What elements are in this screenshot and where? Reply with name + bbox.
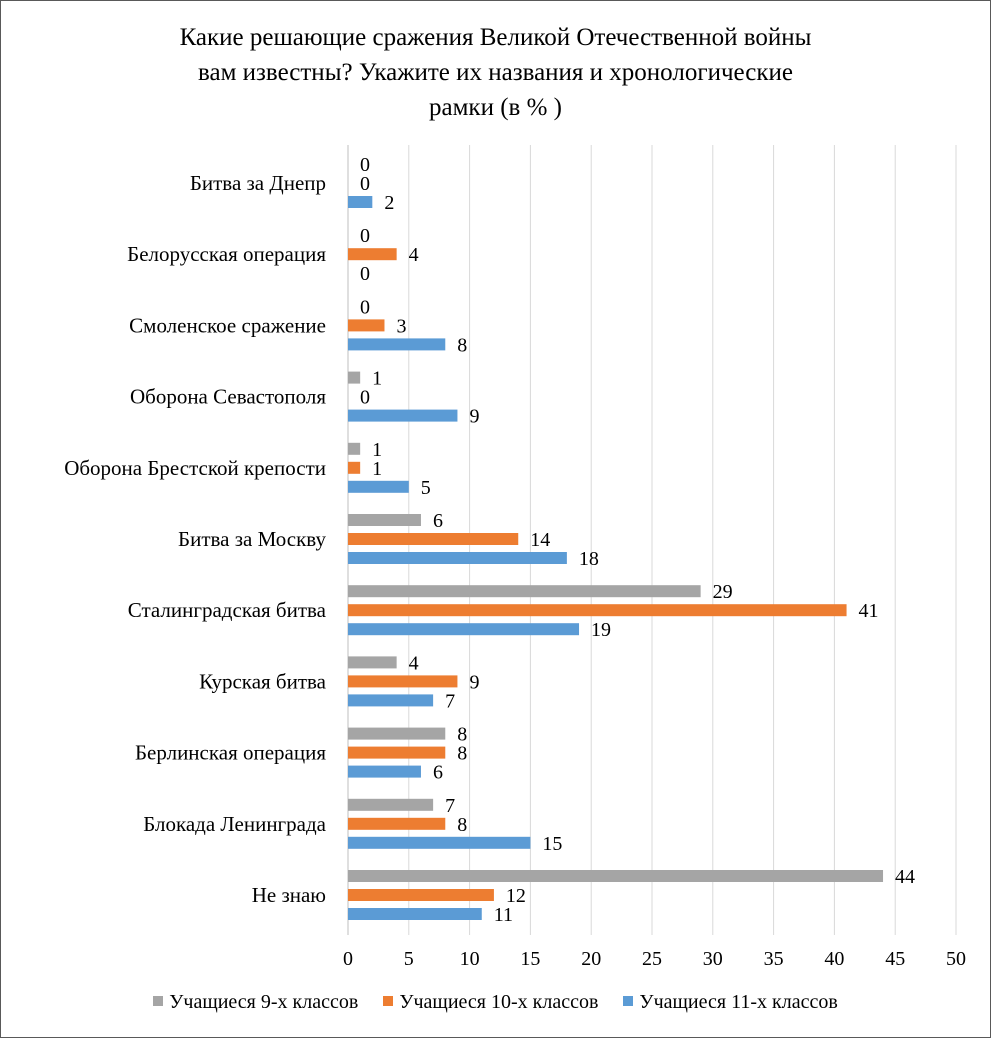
data-label-series1: 7 bbox=[445, 795, 455, 817]
data-label-series2: 9 bbox=[469, 671, 479, 693]
bar-series2 bbox=[348, 817, 446, 830]
bar-series2 bbox=[348, 533, 519, 545]
data-label-series3: 18 bbox=[579, 548, 599, 570]
x-tick-label-10: 10 bbox=[460, 948, 480, 970]
data-label-series2: 14 bbox=[530, 529, 550, 551]
category-label: Оборона Севастополя bbox=[130, 385, 326, 409]
bar-series2 bbox=[348, 461, 361, 474]
data-label-series1: 44 bbox=[895, 866, 915, 888]
data-label-series1: 0 bbox=[360, 225, 370, 247]
data-label-series2: 1 bbox=[372, 458, 382, 480]
bar-series3 bbox=[348, 765, 421, 778]
chart-legend: Учащиеся 9-х классов Учащиеся 10-х класс… bbox=[0, 990, 991, 1014]
bar-series2 bbox=[348, 746, 446, 759]
data-label-series3: 8 bbox=[457, 334, 467, 356]
bar-series1 bbox=[348, 727, 446, 740]
bar-series2 bbox=[348, 319, 385, 332]
data-label-series2: 12 bbox=[506, 885, 526, 907]
data-label-series1: 29 bbox=[713, 581, 733, 603]
x-tick-label-0: 0 bbox=[343, 948, 353, 970]
bar-series3 bbox=[348, 409, 458, 422]
legend-label-grade11: Учащиеся 11-х классов bbox=[639, 990, 838, 1013]
data-label-series2: 0 bbox=[360, 387, 370, 409]
data-label-series1: 8 bbox=[457, 724, 467, 746]
legend-label-grade10: Учащиеся 10-х классов bbox=[399, 990, 599, 1013]
bar-series1 bbox=[348, 442, 361, 455]
x-tick-label-5: 5 bbox=[404, 948, 414, 970]
bar-series3 bbox=[348, 480, 409, 493]
legend-swatch-grade10 bbox=[383, 996, 394, 1007]
data-label-series2: 3 bbox=[396, 315, 406, 337]
data-label-series3: 15 bbox=[542, 833, 562, 855]
data-label-series3: 5 bbox=[421, 477, 431, 499]
data-label-series3: 0 bbox=[360, 263, 370, 285]
x-tick-label-25: 25 bbox=[642, 948, 662, 970]
bar-series3 bbox=[348, 836, 531, 849]
legend-item-grade9: Учащиеся 9-х классов bbox=[153, 991, 358, 1014]
category-label: Белорусская операция bbox=[127, 242, 326, 266]
x-tick-label-45: 45 bbox=[885, 948, 905, 970]
bar-series1 bbox=[348, 371, 361, 384]
category-label: Берлинская операция bbox=[135, 741, 326, 765]
category-label: Оборона Брестской крепости bbox=[64, 456, 326, 480]
data-label-series3: 9 bbox=[469, 406, 479, 428]
x-tick-label-50: 50 bbox=[946, 948, 966, 970]
chart-title-line-2: вам известны? Укажите их названия и хрон… bbox=[198, 59, 793, 86]
data-label-series1: 1 bbox=[372, 368, 382, 390]
bar-series2 bbox=[348, 248, 397, 261]
chart-title-line-3: рамки (в % ) bbox=[429, 94, 562, 121]
bar-series3 bbox=[348, 338, 446, 351]
bar-series3 bbox=[348, 196, 373, 208]
legend-swatch-grade9 bbox=[153, 996, 164, 1007]
legend-item-grade10: Учащиеся 10-х классов bbox=[383, 991, 598, 1014]
bar-series1 bbox=[348, 798, 434, 811]
x-tick-label-15: 15 bbox=[520, 948, 540, 970]
bar-series3 bbox=[348, 623, 580, 636]
bar-series3 bbox=[348, 694, 434, 707]
legend-label-grade9: Учащиеся 9-х классов bbox=[169, 990, 359, 1013]
data-label-series1: 6 bbox=[433, 510, 443, 532]
data-label-series1: 0 bbox=[360, 296, 370, 318]
data-label-series1: 0 bbox=[360, 154, 370, 176]
chart-title-line-1: Какие решающие сражения Великой Отечеств… bbox=[179, 24, 812, 51]
data-label-series2: 4 bbox=[409, 244, 419, 266]
data-label-series2: 8 bbox=[457, 814, 467, 836]
data-label-series3: 2 bbox=[384, 192, 394, 214]
category-label: Блокада Ленинграда bbox=[143, 812, 326, 836]
bar-series3 bbox=[348, 908, 482, 920]
x-tick-label-40: 40 bbox=[824, 948, 844, 970]
category-label: Курская битва bbox=[199, 669, 327, 693]
data-label-series2: 0 bbox=[360, 173, 370, 195]
data-label-series3: 11 bbox=[494, 904, 513, 926]
data-label-series3: 7 bbox=[445, 690, 455, 712]
category-label: Сталинградская битва bbox=[128, 598, 327, 622]
x-tick-label-35: 35 bbox=[764, 948, 784, 970]
x-tick-label-30: 30 bbox=[703, 948, 723, 970]
category-label: Битва за Днепр bbox=[190, 171, 326, 195]
data-label-series2: 8 bbox=[457, 743, 467, 765]
legend-item-grade11: Учащиеся 11-х классов bbox=[623, 990, 838, 1014]
category-label: Не знаю bbox=[252, 883, 326, 907]
category-label: Битва за Москву bbox=[178, 527, 326, 551]
bar-series1 bbox=[348, 514, 421, 526]
bar-series1 bbox=[348, 585, 701, 598]
bar-series1 bbox=[348, 656, 397, 669]
data-label-series2: 41 bbox=[859, 600, 879, 622]
data-label-series3: 19 bbox=[591, 619, 611, 641]
bar-series2 bbox=[348, 604, 847, 617]
bar-series1 bbox=[348, 870, 884, 882]
chart-title: Какие решающие сражения Великой Отечеств… bbox=[0, 20, 991, 125]
data-label-series3: 6 bbox=[433, 762, 443, 784]
bar-series2 bbox=[348, 675, 458, 688]
legend-swatch-grade11 bbox=[623, 996, 634, 1007]
bar-series3 bbox=[348, 552, 567, 564]
bar-series2 bbox=[348, 889, 494, 901]
data-label-series1: 4 bbox=[409, 652, 419, 674]
category-label: Смоленское сражение bbox=[129, 313, 326, 337]
data-label-series1: 1 bbox=[372, 439, 382, 461]
x-tick-label-20: 20 bbox=[581, 948, 601, 970]
